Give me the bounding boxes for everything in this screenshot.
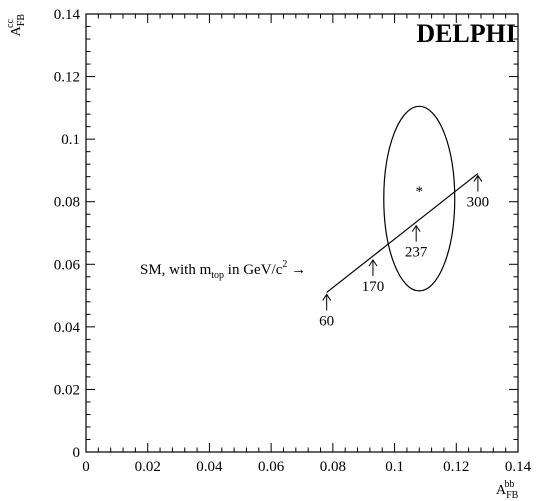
sm-annotation-prefix: SM, with m bbox=[140, 262, 212, 278]
x-tick-label: 0 bbox=[82, 459, 90, 475]
y-tick-label: 0.04 bbox=[54, 320, 81, 336]
y-tick-label: 0.1 bbox=[61, 132, 80, 148]
x-tick-label: 0.14 bbox=[505, 459, 532, 475]
x-axis-label-sup: bb bbox=[504, 479, 514, 490]
y-tick-label: 0.02 bbox=[54, 382, 80, 398]
x-axis-label-sub: FB bbox=[506, 490, 519, 501]
plot-frame bbox=[85, 13, 519, 453]
mtop-label: 300 bbox=[467, 195, 490, 211]
x-tick-label: 0.02 bbox=[135, 459, 161, 475]
x-tick-labels: 0 0.02 0.04 0.06 0.08 0.1 0.12 0.14 bbox=[82, 459, 531, 475]
mtop-arrow-head bbox=[411, 224, 421, 232]
sm-annotation-arrow: → bbox=[287, 262, 306, 278]
x-tick-label: 0.12 bbox=[443, 459, 469, 475]
y-tick-label: 0.06 bbox=[54, 257, 81, 273]
sm-annotation-sub: top bbox=[211, 270, 224, 281]
y-tick-label: 0.12 bbox=[54, 70, 80, 86]
x-tick-label: 0.06 bbox=[258, 459, 285, 475]
confidence-ellipse bbox=[383, 105, 456, 292]
mtop-arrow-head bbox=[368, 259, 378, 267]
mtop-arrow-head bbox=[322, 293, 332, 301]
x-tick-label: 0.1 bbox=[385, 459, 404, 475]
x-tick-label: 0.08 bbox=[320, 459, 346, 475]
mtop-label: 237 bbox=[405, 245, 428, 261]
y-tick-label: 0.14 bbox=[54, 7, 81, 23]
y-axis-label-main: A bbox=[9, 25, 24, 36]
y-tick-label: 0.08 bbox=[54, 195, 80, 211]
x-axis-label-main: A bbox=[496, 483, 507, 498]
mtop-arrow-head bbox=[473, 174, 483, 182]
y-tick-labels: 0 0.02 0.04 0.06 0.08 0.1 0.12 0.14 bbox=[54, 7, 81, 461]
mtop-label: 170 bbox=[362, 279, 385, 295]
x-axis-label: AFBbb bbox=[496, 479, 519, 501]
y-axis-label-sub: FB bbox=[16, 14, 27, 27]
y-axis-label: AFBcc bbox=[5, 14, 27, 37]
tick-marks bbox=[85, 13, 519, 453]
y-tick-label: 0 bbox=[73, 445, 81, 461]
sm-annotation-middle: in GeV/c bbox=[224, 262, 283, 278]
chart-title: DELPHI bbox=[416, 19, 516, 48]
sm-annotation: SM, with mtop in GeV/c2 → bbox=[140, 259, 306, 281]
sm-annotation-sup: 2 bbox=[282, 259, 287, 270]
x-tick-label: 0.04 bbox=[196, 459, 223, 475]
measurement-marker: * bbox=[416, 184, 424, 200]
mtop-markers: 60 170 237 300 bbox=[319, 174, 490, 329]
sm-prediction-line bbox=[326, 173, 479, 293]
mtop-label: 60 bbox=[319, 313, 334, 329]
y-axis-label-sup: cc bbox=[5, 19, 16, 28]
